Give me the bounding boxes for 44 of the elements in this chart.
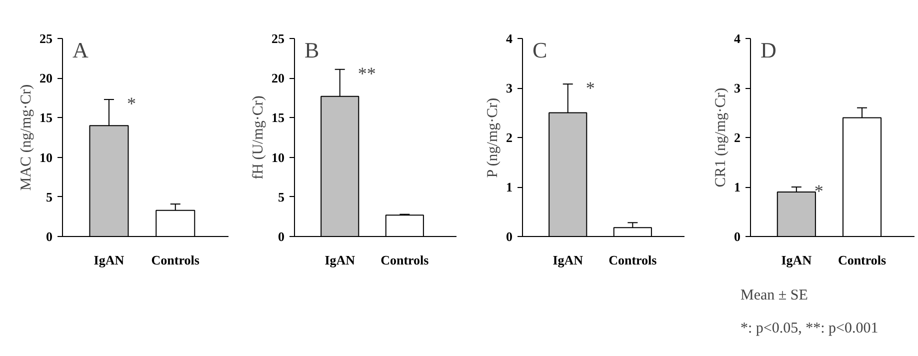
x-tick-label: IgAN <box>781 252 812 268</box>
x-tick-label: IgAN <box>94 252 125 268</box>
y-tick-label: 2 <box>506 130 512 145</box>
y-tick-label: 3 <box>734 80 741 96</box>
chart-title: B <box>304 38 320 62</box>
y-tick-label: 4 <box>734 31 741 46</box>
y-tick-label: 15 <box>40 110 53 126</box>
y-tick-label: 1 <box>734 180 740 194</box>
y-tick-label: 5 <box>46 189 53 204</box>
annotation: * <box>586 78 595 98</box>
y-tick-label: 3 <box>506 80 513 96</box>
y-tick-label: 10 <box>272 150 284 165</box>
text: *: p<0.05, **: p<0.001 <box>740 320 878 336</box>
y-tick-label: 4 <box>506 31 513 46</box>
chart-title: A <box>72 38 88 62</box>
y-axis-title: P (ng/mg·Cr) <box>485 98 501 178</box>
x-tick-label: IgAN <box>324 252 356 268</box>
y-tick-label: 5 <box>278 189 285 204</box>
chart-title: D <box>760 38 776 62</box>
x-tick-label: IgAN <box>552 252 584 268</box>
annotation: * <box>814 181 824 201</box>
y-tick-label: 0 <box>734 229 740 244</box>
y-tick-label: 15 <box>272 110 285 126</box>
x-tick-label: Controls <box>151 252 200 268</box>
y-tick-label: 10 <box>40 150 52 165</box>
y-axis-title: MAC (ng/mg·Cr) <box>18 84 34 191</box>
y-tick-label: 25 <box>40 31 53 46</box>
y-tick-label: 20 <box>272 70 284 86</box>
y-tick-label: 1 <box>506 180 512 194</box>
x-tick-label: Controls <box>380 252 429 268</box>
y-tick-label: 20 <box>40 70 52 86</box>
x-tick-label: Controls <box>608 252 657 268</box>
y-tick-label: 25 <box>272 31 285 46</box>
y-tick-label: 0 <box>278 229 284 244</box>
annotation: ** <box>358 63 376 84</box>
annotation: * <box>126 93 136 114</box>
y-tick-label: 2 <box>734 130 740 145</box>
y-tick-label: 0 <box>46 229 52 244</box>
chart-title: C <box>532 38 548 62</box>
text: Mean ± SE <box>740 288 808 304</box>
x-tick-label: Controls <box>838 252 886 268</box>
y-axis-title: fH (U/mg·Cr) <box>250 96 266 180</box>
y-axis-title: CR1 (ng/mg·Cr) <box>713 88 729 188</box>
y-tick-label: 0 <box>506 229 512 244</box>
